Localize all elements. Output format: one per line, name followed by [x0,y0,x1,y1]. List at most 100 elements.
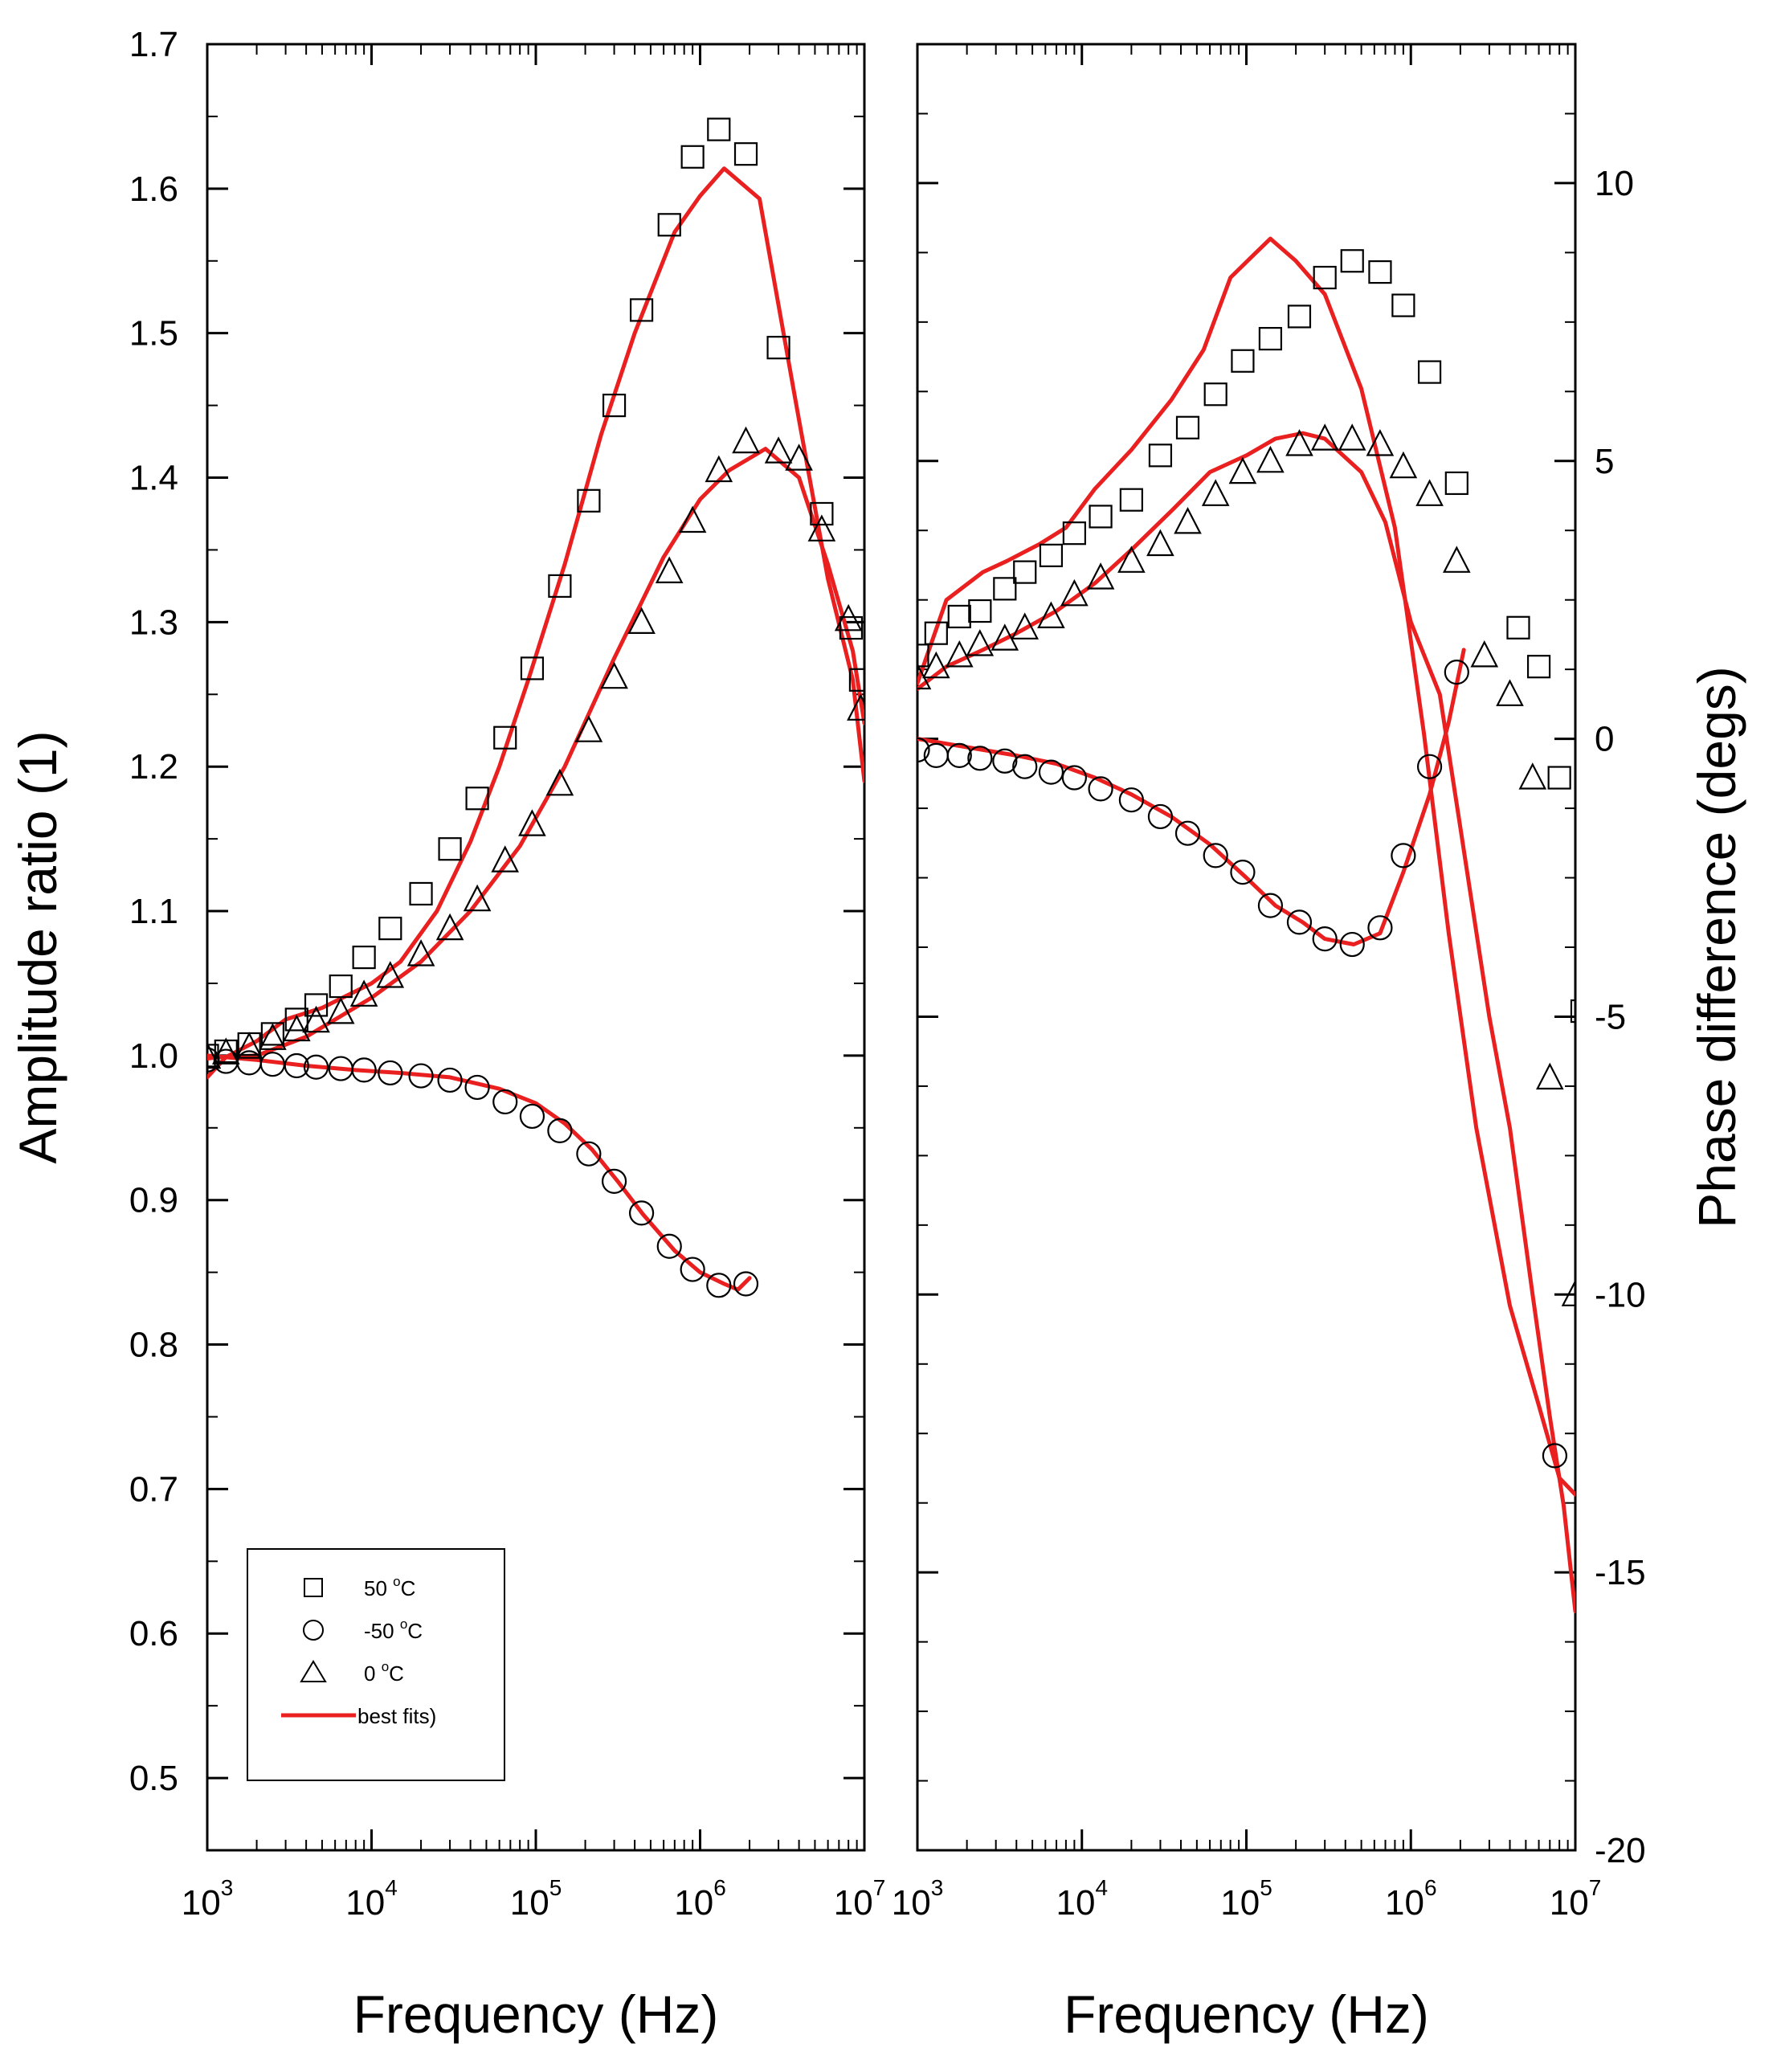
x-tick-label: 107 [834,1875,886,1923]
data-point-square [284,1007,308,1032]
x-tick-exponent: 5 [549,1875,562,1900]
data-point-square [260,1022,284,1046]
data-point-triangle [376,961,405,988]
data-point-square [1231,349,1255,373]
data-point-square [1089,505,1113,529]
data-point-circle [1444,660,1469,685]
data-point-square [1526,655,1551,679]
data-point-circle [437,1067,463,1093]
data-point-square [839,615,864,640]
data-point-circle [680,1257,705,1282]
x-tick-base: 10 [182,1883,221,1923]
data-point-circle [1542,1443,1568,1469]
legend-label-text: 0 [364,1661,382,1686]
data-point-square [1652,1473,1673,1494]
data-point-triangle [1561,1279,1575,1306]
x-tick-exponent: 3 [931,1875,944,1900]
y-tick-label: 1.5 [129,314,178,354]
y-tick-label: 1.3 [129,603,178,642]
x-tick-label: 106 [1385,1875,1437,1923]
y-tick-label: 0 [1595,720,1614,759]
best-fit-line [917,236,1575,1497]
data-point-circle [303,1054,329,1080]
data-layer [917,236,1673,1614]
x-tick-label: 107 [1550,1875,1602,1923]
data-point-circle [1174,820,1201,846]
data-point-square [409,881,433,906]
data-point-triangle [1256,445,1285,473]
data-point-triangle [1201,479,1230,506]
data-point-circle [1012,754,1038,779]
data-point-square [924,621,948,645]
data-point-triangle [1496,679,1524,706]
x-tick-base: 10 [892,1883,931,1923]
data-point-square [947,604,971,629]
legend-label-sup: o [382,1659,389,1674]
data-point-triangle [1535,1062,1564,1090]
data-point-triangle [678,505,707,533]
data-point-square [993,577,1017,601]
data-point-triangle [600,661,628,689]
data-point-square [352,945,376,970]
data-point-square [680,145,705,169]
data-point-square [848,668,864,692]
x-tick-label: 105 [1220,1875,1272,1923]
data-point-triangle [1366,429,1395,456]
y-tick-label: 0.5 [129,1759,178,1798]
x-tick-base: 10 [1385,1883,1424,1923]
x-tick-label: 105 [510,1875,562,1923]
data-point-triangle [1285,429,1313,456]
data-point-triangle [1037,601,1065,629]
data-point-square [1340,249,1364,273]
data-point-circle [1118,787,1144,813]
data-point-square [577,488,601,513]
data-point-triangle [545,768,574,796]
data-point-triangle [326,997,355,1024]
data-point-square [629,298,654,322]
data-point-circle [1038,759,1064,785]
legend-label-unit: C [401,1576,416,1600]
data-point-circle [1230,860,1256,885]
data-point-square [548,574,572,599]
data-point-triangle [406,939,435,967]
data-point-triangle [463,884,492,912]
x-tick-exponent: 3 [221,1875,234,1900]
x-tick-exponent: 7 [873,1875,886,1900]
x-tick-label: 103 [182,1875,234,1923]
data-point-triangle [207,1041,222,1069]
data-point-circle [733,1271,759,1297]
y-tick-label: 1.4 [129,459,178,498]
data-point-triangle [491,845,520,873]
data-point-square [1417,360,1442,384]
data-point-circle [1367,915,1393,941]
data-point-square [329,974,353,999]
data-point-triangle [1389,451,1418,479]
data-point-circle [492,1089,518,1115]
data-point-triangle [1442,546,1471,573]
data-point-circle [706,1273,732,1298]
data-point-square [1287,304,1312,329]
y-axis-title: Phase difference (degs) [1687,666,1746,1228]
data-point-triangle [627,607,656,635]
data-point-square [1391,293,1415,317]
x-tick-base: 10 [345,1883,385,1923]
data-point-square [657,213,681,237]
data-point-square [1013,560,1037,584]
data-point-square [378,917,402,941]
data-point-square [1627,1445,1648,1466]
data-point-circle [1088,776,1113,802]
legend-box [247,1548,505,1781]
data-point-circle [656,1233,682,1259]
y-tick-label: -10 [1595,1275,1646,1314]
x-tick-label: 104 [1056,1875,1108,1923]
data-point-triangle [1415,479,1444,506]
data-point-triangle [302,1005,330,1033]
x-tick-base: 10 [1220,1883,1260,1923]
data-point-circle [576,1141,602,1167]
data-point-circle [284,1052,309,1079]
data-point-square [1175,415,1200,439]
x-tick-base: 10 [834,1883,873,1923]
data-point-square [733,142,758,166]
data-point-square [438,837,462,861]
data-point-triangle [1338,423,1366,451]
